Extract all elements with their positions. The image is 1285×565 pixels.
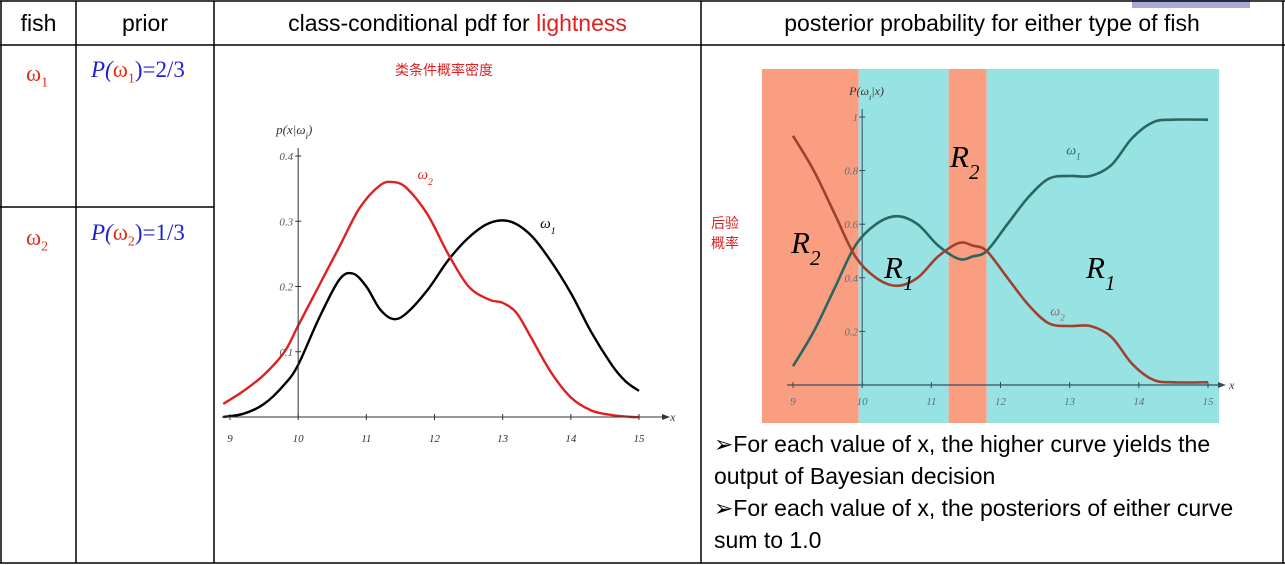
bullet-2: ➢For each value of x, the posteriors of … bbox=[714, 495, 1234, 553]
posterior-side-label-line2: 概率 bbox=[711, 235, 739, 251]
post-y-tick-label-1: 1 bbox=[853, 112, 859, 124]
fish-omega1: ω1 bbox=[26, 61, 48, 92]
prior-omega1-w: ω bbox=[112, 57, 128, 82]
posterior-side-label: 后验 概率 bbox=[711, 213, 739, 253]
posterior-bullets: ➢For each value of x, the higher curve y… bbox=[714, 428, 1274, 556]
pdf-chinese-title: 类条件概率密度 bbox=[395, 62, 493, 78]
pdf-x-tick-label-15: 15 bbox=[634, 433, 646, 445]
fish-omega2: ω2 bbox=[26, 225, 48, 256]
pdf-chart: x p(x|ωi) 9 10 11 12 13 14 15 0.1 0.2 0.3 0.4 ω1 ω2 bbox=[222, 122, 676, 445]
posterior-chart: x P(ωi|x) 9 10 11 12 13 14 15 0.2 0.4 0.6 0.8 1 ω1 ω2 R2… bbox=[762, 69, 1235, 423]
header-pdf: class-conditional pdf for lightness bbox=[214, 1, 701, 45]
post-x-tick-label-10: 10 bbox=[857, 396, 869, 408]
prior-omega2-sub: 2 bbox=[127, 234, 135, 250]
fish-omega1-sub: 1 bbox=[41, 75, 49, 91]
pdf-x-tick-label-11: 11 bbox=[361, 433, 371, 445]
pdf-x-axis-arrow bbox=[662, 414, 670, 420]
slide-top-bar bbox=[1132, 0, 1250, 8]
post-y-tick-label-0.2: 0.2 bbox=[844, 326, 858, 338]
post-x-tick-label-9: 9 bbox=[790, 396, 796, 408]
region-bg-1 bbox=[762, 69, 859, 423]
prior-omega2-value: )=1/3 bbox=[134, 220, 185, 245]
post-x-tick-label-13: 13 bbox=[1064, 396, 1076, 408]
pdf-x-tick-label-13: 13 bbox=[497, 433, 509, 445]
header-pdf-highlight: lightness bbox=[536, 10, 627, 36]
pdf-curve-omega1 bbox=[223, 219, 640, 419]
prior-omega1: P(ω1)=2/3 bbox=[91, 57, 185, 88]
region-label-r2-center: R2 bbox=[949, 139, 980, 184]
pdf-label-omega2: ω2 bbox=[417, 167, 433, 188]
prior-omega1-sub: 1 bbox=[127, 71, 135, 87]
post-label-omega2: ω2 bbox=[1050, 304, 1065, 322]
post-y-axis-label: P(ωi|x) bbox=[848, 84, 884, 102]
pdf-y-tick-label-0.3: 0.3 bbox=[279, 216, 293, 228]
pdf-x-axis-label: x bbox=[669, 410, 676, 424]
header-posterior: posterior probability for either type of… bbox=[784, 10, 1200, 36]
post-x-tick-label-12: 12 bbox=[995, 396, 1007, 408]
header-fish: fish bbox=[20, 10, 57, 36]
post-x-tick-label-11: 11 bbox=[926, 396, 936, 408]
prior-omega2-p: P( bbox=[91, 220, 113, 245]
prior-omega2-w: ω bbox=[112, 220, 128, 245]
prior-omega1-value: )=2/3 bbox=[134, 57, 185, 82]
pdf-x-tick-label-9: 9 bbox=[227, 433, 233, 445]
pdf-x-tick-label-10: 10 bbox=[293, 433, 305, 445]
fish-omega2-symbol: ω bbox=[26, 225, 42, 250]
pdf-y-tick-label-0.1: 0.1 bbox=[279, 347, 293, 359]
post-x-tick-label-14: 14 bbox=[1133, 396, 1145, 408]
fish-omega2-sub: 2 bbox=[41, 239, 49, 255]
pdf-y-tick-label-0.4: 0.4 bbox=[279, 151, 293, 163]
post-x-axis-arrow bbox=[1218, 382, 1226, 388]
post-x-tick-label-15: 15 bbox=[1203, 396, 1215, 408]
pdf-label-omega1: ω1 bbox=[540, 216, 555, 237]
pdf-y-axis-label: p(x|ωi) bbox=[275, 122, 312, 141]
region-bg-4 bbox=[986, 69, 1219, 423]
post-y-tick-label-0.4: 0.4 bbox=[844, 273, 858, 285]
post-label-omega1: ω1 bbox=[1066, 144, 1080, 162]
header-pdf-prefix: class-conditional pdf for bbox=[288, 10, 537, 36]
post-y-tick-label-0.8: 0.8 bbox=[844, 166, 858, 178]
region-label-r2-left: R2 bbox=[790, 225, 821, 270]
prior-omega2: P(ω2)=1/3 bbox=[91, 220, 185, 251]
pdf-y-tick-label-0.2: 0.2 bbox=[279, 282, 293, 294]
pdf-curve-omega2 bbox=[222, 180, 640, 419]
pdf-x-tick-label-12: 12 bbox=[429, 433, 441, 445]
fish-omega1-symbol: ω bbox=[26, 61, 42, 86]
bullet-1: ➢For each value of x, the higher curve y… bbox=[714, 431, 1211, 489]
region-label-r1-right: R1 bbox=[1085, 250, 1115, 295]
post-curve-omega2 bbox=[791, 135, 1209, 384]
post-x-axis-label: x bbox=[1228, 378, 1235, 392]
region-label-r1-middle: R1 bbox=[883, 250, 913, 295]
region-bg-2 bbox=[858, 69, 949, 423]
posterior-side-label-line1: 后验 bbox=[711, 215, 739, 231]
post-y-tick-label-0.6: 0.6 bbox=[844, 219, 858, 231]
pdf-x-tick-label-14: 14 bbox=[565, 433, 577, 445]
prior-omega1-p: P( bbox=[91, 57, 113, 82]
header-prior: prior bbox=[121, 10, 168, 36]
